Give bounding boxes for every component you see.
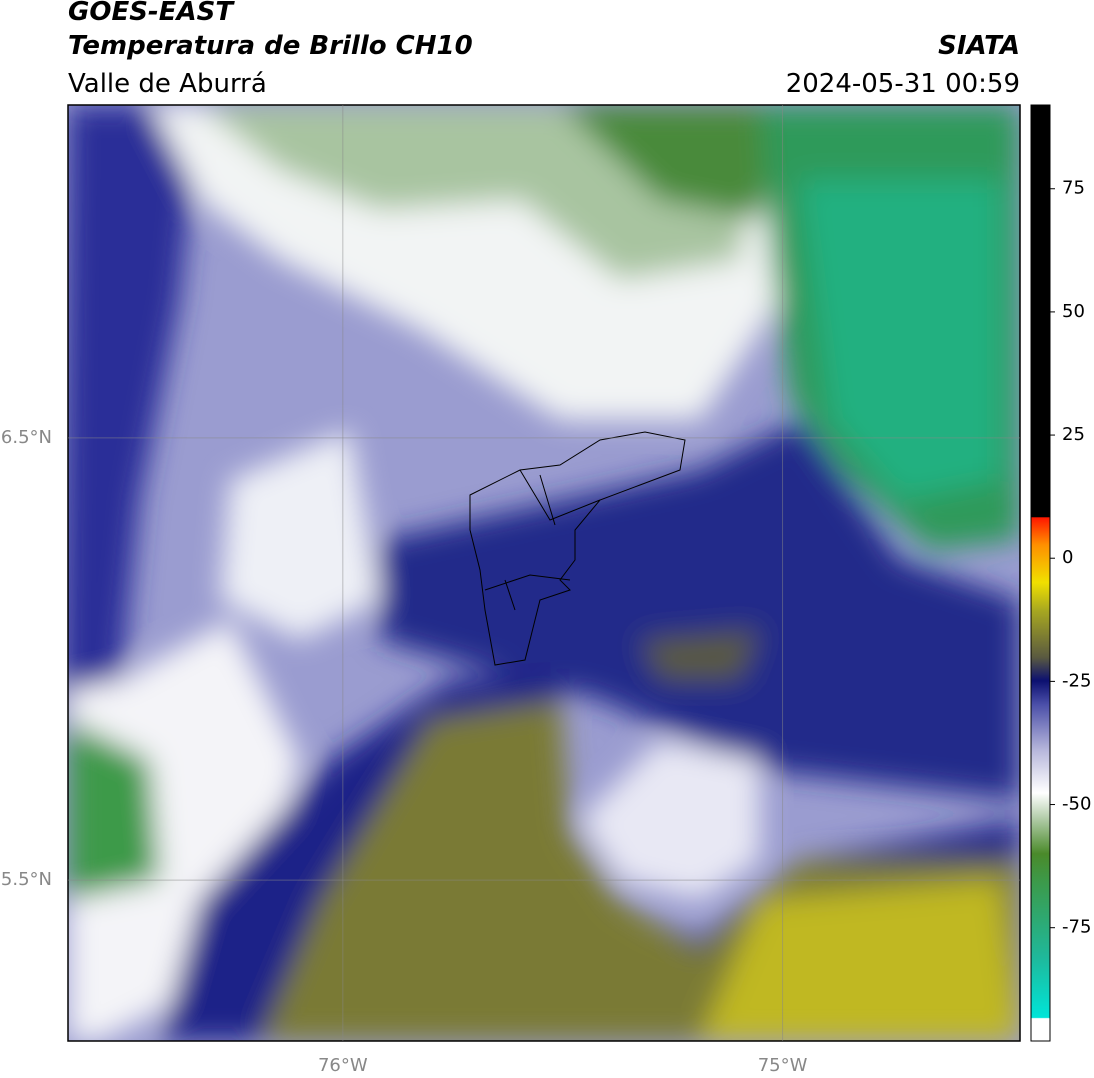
colorbar-tick-label: 0	[1062, 547, 1073, 568]
colorbar-tick-label: 25	[1062, 424, 1085, 445]
colorbar-tick-label: 75	[1062, 178, 1085, 199]
satellite-image	[68, 105, 1020, 1041]
source: SIATA	[938, 31, 1020, 61]
y-tick-label: 5.5°N	[1, 869, 52, 890]
y-tick-label: 6.5°N	[1, 427, 52, 448]
x-tick-label: 75°W	[758, 1055, 808, 1076]
map-frame	[67, 104, 1021, 1042]
subtitle: Temperatura de Brillo CH10	[68, 31, 473, 61]
colorbar-tick-label: -25	[1062, 670, 1091, 691]
colorbar-tick-label: -50	[1062, 794, 1091, 815]
x-tick-label: 76°W	[318, 1055, 368, 1076]
region: Valle de Aburrá	[68, 69, 267, 99]
colorbar	[1030, 104, 1051, 1042]
colorbar-tick-label: -75	[1062, 917, 1091, 938]
colorbar-tick-label: 50	[1062, 301, 1085, 322]
title: GOES-EAST	[68, 0, 235, 27]
datetime: 2024-05-31 00:59	[786, 69, 1020, 99]
